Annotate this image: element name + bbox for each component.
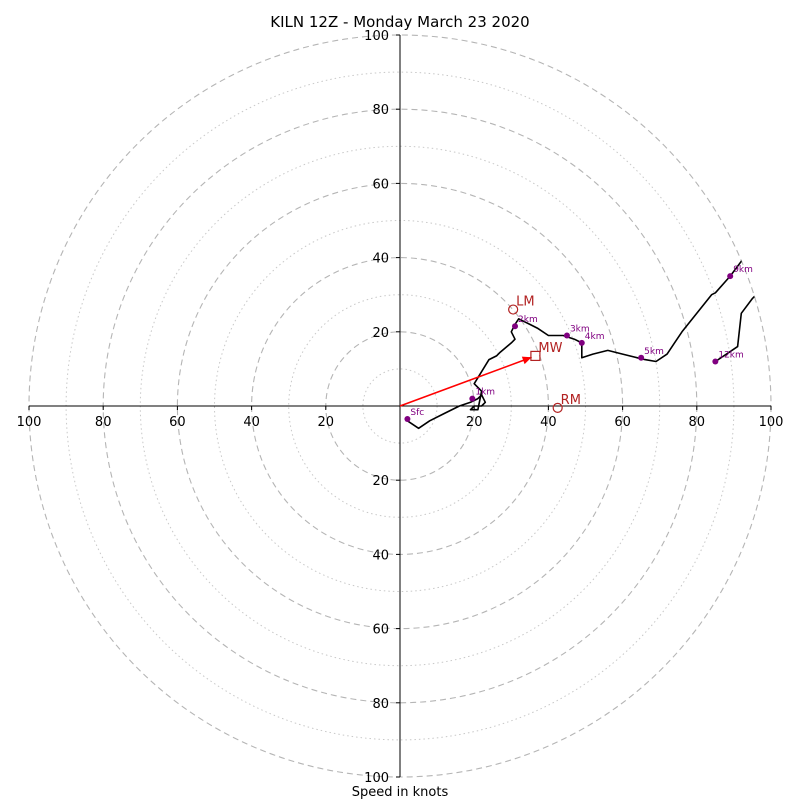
storm-motion-label: LM (516, 295, 534, 310)
x-tick-label: 80 (689, 415, 706, 430)
height-marker-dot (563, 332, 570, 339)
storm-motions: LM RM MW (399, 295, 581, 413)
x-tick-label: 100 (17, 415, 42, 430)
y-tick-label: 100 (364, 29, 389, 44)
y-tick-label: 40 (372, 252, 389, 267)
height-marker-dot (469, 395, 476, 402)
height-marker-label: 3km (570, 325, 590, 335)
height-marker-dot (727, 273, 734, 280)
height-marker-dot (404, 415, 411, 422)
height-marker-label: 1km (475, 388, 495, 398)
mean-wind-arrow (399, 356, 532, 407)
profile-line (406, 238, 771, 430)
x-tick-label: 60 (614, 415, 631, 430)
height-marker-label: Sfc (410, 408, 424, 418)
left-mover-marker (508, 304, 519, 315)
x-tick-label: 40 (243, 415, 260, 430)
y-tick-label: 20 (372, 326, 389, 341)
profile-line-upper (714, 279, 771, 363)
height-marker-label: 4km (585, 332, 605, 342)
height-marker-dot (638, 354, 645, 361)
y-tick-label: 40 (372, 548, 389, 563)
mean-wind-arrowhead (521, 356, 532, 365)
y-tick-label: 80 (372, 103, 389, 118)
y-tick-label: 80 (372, 697, 389, 712)
height-marker-dot (578, 339, 585, 346)
mean-wind-marker (530, 350, 541, 362)
x-tick-label: 20 (466, 415, 483, 430)
height-marker-label: 9km (733, 265, 753, 275)
storm-motion-label: MW (538, 341, 562, 356)
x-tick-label: 60 (169, 415, 186, 430)
height-marker-dot (712, 358, 719, 365)
height-marker-dot (512, 323, 519, 330)
y-tick-label: 60 (372, 177, 389, 192)
x-tick-label: 20 (318, 415, 335, 430)
x-tick-label: 100 (759, 415, 784, 430)
storm-motion-label: RM (561, 393, 581, 408)
y-tick-label: 100 (364, 771, 389, 786)
x-tick-label: 40 (540, 415, 557, 430)
y-tick-label: 60 (372, 623, 389, 638)
height-marker-label: 2km (518, 315, 538, 325)
x-axis-label: Speed in knots (352, 785, 449, 800)
x-tick-label: 80 (95, 415, 112, 430)
chart-title: KILN 12Z - Monday March 23 2020 (270, 13, 529, 31)
tick-labels: 100 80 60 40 20 20 40 60 80 100 100 80 60 40 20 20 40 60 8… (17, 29, 784, 786)
y-tick-label: 20 (372, 474, 389, 489)
height-marker-label: 5km (644, 347, 664, 357)
height-marker-label: 12km (718, 350, 743, 360)
right-mover-marker (552, 402, 563, 413)
